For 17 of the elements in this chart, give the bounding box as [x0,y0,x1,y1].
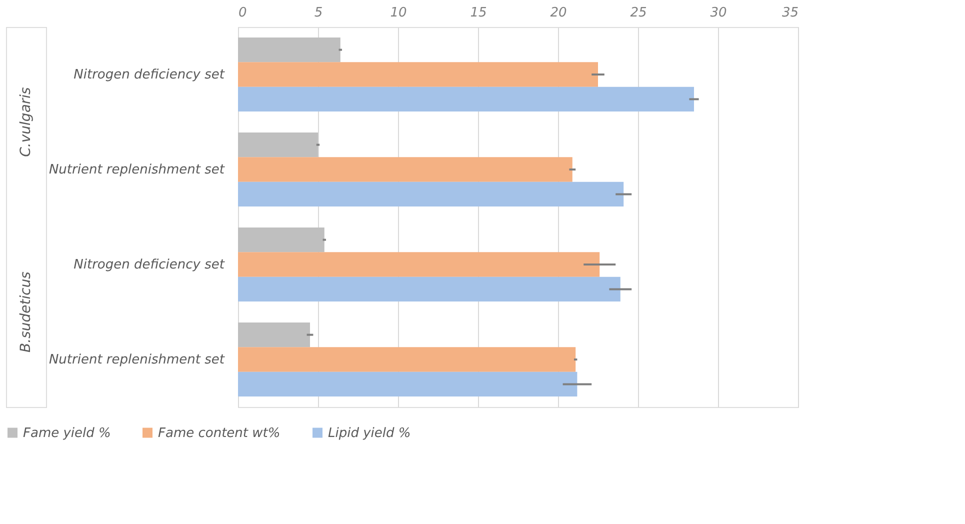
legend-label: Lipid yield % [328,426,411,441]
x-tick-label: 25 [630,6,647,20]
y-tick-label: Nitrogen deficiency set [74,258,226,272]
x-tick-label: 20 [550,6,567,20]
x-tick-label: 5 [314,6,323,20]
x-tick-label: 35 [782,6,798,20]
x-tick-label: 0 [238,6,247,20]
x-tick-label: 10 [390,6,407,20]
y-tick-label: Nutrient replenishment set [48,352,226,368]
legend-label: Fame content wt% [158,426,280,441]
y-tick-label: Nitrogen deficiency set [74,68,226,82]
text: B.sudeticus [18,272,34,352]
y-tick-label: Nutrient replenishment set [48,162,226,178]
x-tick-label: 15 [470,6,487,20]
x-tick-label: 30 [710,6,727,20]
text: C.vulgaris [18,87,34,157]
legend-label: Fame yield % [23,426,111,441]
